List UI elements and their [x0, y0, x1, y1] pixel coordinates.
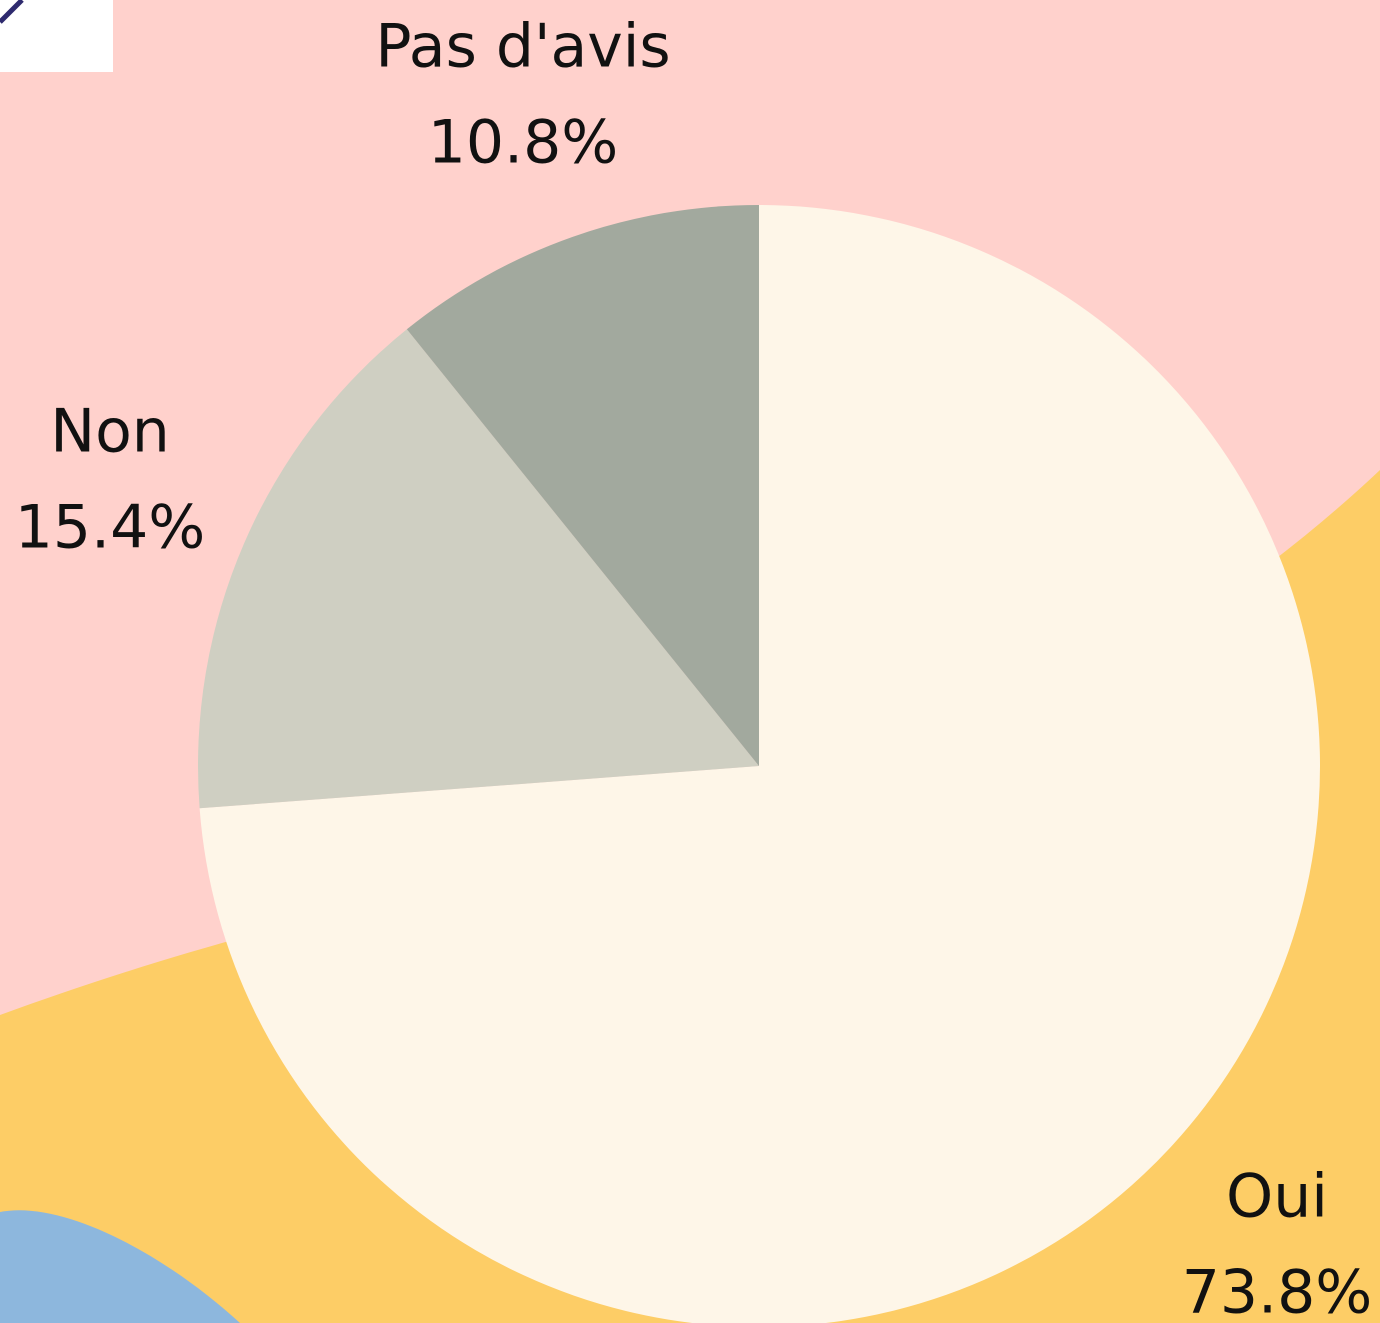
pie: [198, 205, 1320, 1323]
slice-value-label: 73.8%: [1182, 1258, 1373, 1323]
slice-label: Non: [50, 397, 170, 467]
slice-label: Pas d'avis: [375, 12, 670, 82]
slice-label: Oui: [1226, 1162, 1328, 1232]
chart: Oui 73.8% Non 15.4% Pas d'avis 10.8%: [0, 0, 1380, 1323]
page: {"chart_data": {"type": "pie", "categori…: [0, 0, 1380, 1323]
slice-value-label: 15.4%: [15, 493, 206, 563]
slice-value-label: 10.8%: [428, 108, 619, 178]
corner-card: [0, 0, 113, 72]
